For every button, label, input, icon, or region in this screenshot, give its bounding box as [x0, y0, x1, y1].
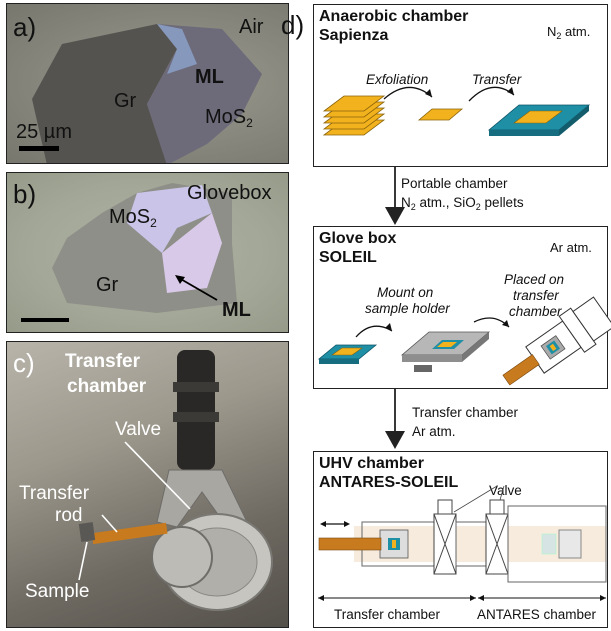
panel-a-micrograph: a) Air Gr ML MoS2 25 µm	[6, 3, 289, 164]
transfer-rod-label-2: rod	[55, 506, 82, 525]
front-flange	[152, 527, 212, 587]
anaerobic-chamber-box: Anaerobic chamber Sapienza N2 atm. Exfol…	[313, 4, 608, 167]
graphite-label-b: Gr	[96, 275, 118, 295]
panel-a-letter: a)	[13, 14, 36, 40]
valve-label: Valve	[115, 420, 161, 439]
scale-bar	[19, 146, 59, 151]
mos2-label: MoS2	[205, 107, 253, 129]
monolayer-label-b: ML	[222, 300, 251, 320]
chamber-handle	[177, 350, 215, 470]
arrow2-line1: Transfer chamber	[412, 404, 518, 421]
panel-c-letter: c)	[13, 350, 35, 376]
transfer-rod-label-1: Transfer	[19, 484, 89, 503]
panel-b-letter: b)	[13, 181, 36, 207]
transfer-chamber-title-1: Transfer	[65, 352, 140, 371]
exfoliated-flake	[419, 109, 462, 120]
arrow1-line1: Portable chamber	[401, 175, 508, 192]
mos2-label-b: MoS2	[109, 207, 157, 229]
panel-b-micrograph: b) Glovebox MoS2 Gr ML	[6, 172, 289, 333]
environment-label-glovebox: Glovebox	[187, 183, 272, 203]
arrow2-line2: Ar atm.	[412, 423, 456, 440]
exfoliation-stack	[324, 96, 384, 135]
sample-label: Sample	[25, 582, 89, 601]
sample-pointer	[79, 542, 87, 580]
transfer-chamber-title-2: chamber	[67, 377, 146, 396]
transfer-rod-d	[319, 538, 381, 550]
scale-bar-label: 25 µm	[16, 122, 72, 142]
box1-illustration	[314, 5, 609, 168]
transfer-arrow	[469, 87, 514, 101]
uhv-schematic	[314, 452, 609, 629]
uhv-chamber-box: UHV chamber ANTARES-SOLEIL Valve Transfe…	[313, 451, 608, 628]
glove-box-box: Glove box SOLEIL Ar atm. Mount on sample…	[313, 226, 608, 389]
panel-c-photo: c) Transfer chamber Valve Transfer rod S…	[6, 341, 289, 628]
scale-bar-b	[21, 318, 69, 322]
graphite-label: Gr	[114, 91, 136, 111]
exfoliation-arrow	[384, 87, 432, 99]
place-arrow	[474, 318, 509, 327]
arrow1-line2: N2 atm., SiO2 pellets	[401, 194, 524, 216]
environment-label-air: Air	[239, 17, 263, 37]
monolayer-label: ML	[195, 67, 224, 87]
flow-arrow-2	[380, 389, 410, 449]
panel-d-letter: d)	[281, 12, 304, 38]
transfer-chamber-sketch	[494, 294, 611, 398]
box2-illustration	[314, 227, 609, 390]
rod-pointer	[102, 515, 117, 532]
